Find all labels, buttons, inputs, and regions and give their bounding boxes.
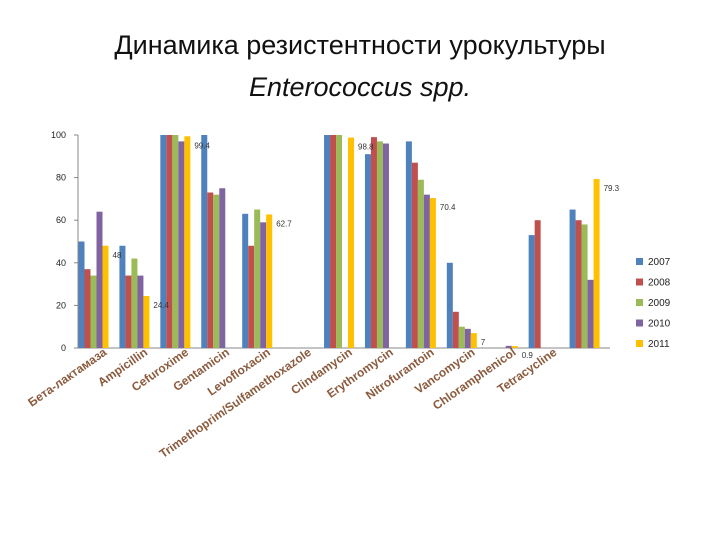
data-label: 70.4	[440, 203, 456, 212]
bar-2009-1	[131, 258, 138, 348]
bar-2007-11	[528, 235, 535, 348]
bar-2007-4	[242, 213, 249, 348]
bar-2010-0	[96, 211, 103, 348]
bar-2011-8	[429, 198, 436, 348]
bar-2010-8	[423, 194, 430, 348]
legend-swatch-2011	[636, 340, 643, 347]
bar-2008-7	[370, 137, 377, 348]
bar-2010-10	[505, 345, 512, 348]
bar-2007-2	[160, 135, 167, 348]
y-tick-label: 20	[56, 300, 66, 310]
bar-2007-6	[324, 135, 331, 348]
bar-2008-0	[84, 269, 91, 348]
bar-2011-6	[348, 137, 355, 348]
bar-2011-4	[266, 214, 273, 348]
bar-2008-9	[452, 311, 459, 348]
chart-title-line1: Динамика резистентности урокультуры	[114, 30, 606, 60]
bar-2009-4	[254, 209, 261, 348]
bar-2011-1	[143, 296, 150, 348]
bar-2007-0	[78, 241, 85, 348]
bar-2010-1	[137, 275, 144, 348]
data-label: 24.4	[153, 301, 169, 310]
bar-2007-12	[569, 209, 576, 348]
legend-label-2008: 2008	[648, 278, 671, 289]
bar-2011-2	[184, 136, 191, 348]
bar-2008-6	[330, 135, 337, 348]
bar-2008-4	[248, 245, 255, 348]
legend-swatch-2009	[636, 299, 643, 306]
bar-2008-12	[575, 220, 582, 348]
bar-2007-1	[119, 245, 126, 348]
bar-2009-6	[336, 135, 343, 348]
y-tick-label: 40	[56, 258, 66, 268]
chart-title-line2: Enterococcus spp.	[248, 72, 472, 102]
bar-2011-10	[511, 346, 518, 348]
bar-2008-11	[534, 220, 541, 348]
bar-2007-8	[405, 141, 412, 348]
bar-2010-12	[587, 279, 594, 348]
legend-label-2007: 2007	[648, 257, 671, 268]
bar-2008-3	[207, 192, 214, 348]
bar-2007-9	[446, 262, 453, 348]
y-tick-label: 100	[51, 130, 66, 140]
bar-2010-3	[219, 188, 226, 348]
legend-label-2010: 2010	[648, 319, 671, 330]
bar-2010-7	[382, 143, 389, 348]
data-label: 99.4	[194, 141, 210, 150]
y-tick-label: 60	[56, 215, 66, 225]
legend-swatch-2007	[636, 258, 643, 265]
bar-2010-2	[178, 141, 185, 348]
data-label: 48	[113, 251, 122, 260]
bar-2011-0	[102, 245, 109, 348]
bar-2009-8	[417, 179, 424, 348]
legend-swatch-2008	[636, 278, 643, 286]
bar-2007-3	[201, 135, 208, 348]
bar-2011-12	[593, 179, 600, 348]
data-label: 7	[481, 338, 486, 347]
bar-2011-9	[470, 333, 477, 348]
bar-2008-2	[166, 135, 173, 348]
bar-2009-7	[376, 141, 383, 348]
bar-2009-0	[90, 275, 97, 348]
data-label: 79.3	[604, 184, 620, 193]
bar-2009-12	[581, 224, 588, 348]
bar-2009-9	[458, 326, 465, 348]
bar-2010-4	[260, 222, 267, 348]
data-label: 0.9	[522, 351, 534, 360]
legend-swatch-2010	[636, 319, 643, 327]
y-tick-label: 80	[56, 173, 66, 183]
data-label: 62.7	[276, 219, 292, 228]
bar-2009-2	[172, 135, 179, 348]
legend-label-2011: 2011	[648, 339, 670, 350]
bar-2008-1	[125, 275, 132, 348]
data-label: 98.8	[358, 143, 374, 152]
legend-label-2009: 2009	[648, 298, 671, 309]
bar-2007-7	[364, 154, 371, 348]
bar-2009-3	[213, 194, 220, 348]
bar-2008-8	[411, 162, 418, 348]
y-tick-label: 0	[61, 343, 66, 353]
bar-2010-9	[464, 328, 471, 348]
